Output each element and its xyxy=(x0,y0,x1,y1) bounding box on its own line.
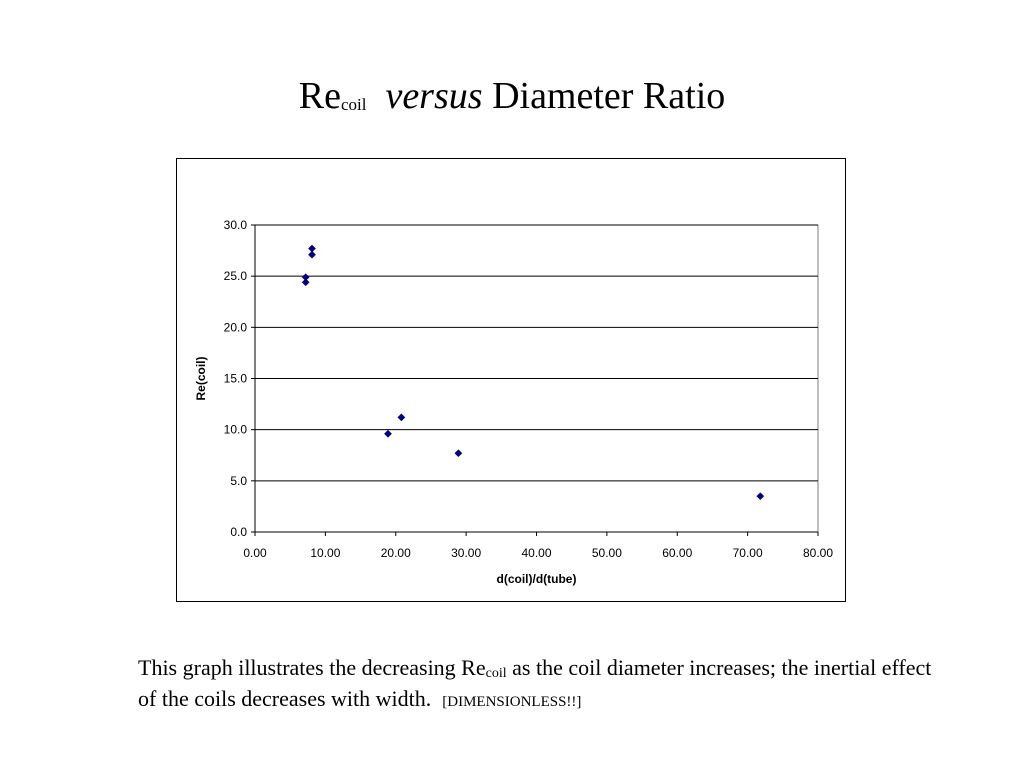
y-axis-title: Re(coil) xyxy=(194,356,208,400)
title-re: Re xyxy=(298,75,341,117)
chart-frame: 0.0 5.0 10.0 15.0 20.0 25.0 30.0 0.00 10.00 20.00… xyxy=(176,158,846,602)
data-point xyxy=(384,429,392,438)
x-tick-label: 20.00 xyxy=(381,546,411,560)
data-point xyxy=(308,244,316,253)
y-tick-label: 25.0 xyxy=(224,269,248,283)
caption-part1: This graph illustrates the decreasing Re xyxy=(138,655,486,680)
title-versus: versus xyxy=(385,75,483,117)
x-tick-label: 50.00 xyxy=(592,546,622,560)
data-point xyxy=(756,492,765,501)
y-tick-label: 30.0 xyxy=(224,218,248,232)
x-tick-label: 10.00 xyxy=(310,546,340,560)
gridlines xyxy=(255,224,818,482)
caption-part2: as the coil diameter increases; the iner… xyxy=(138,655,932,711)
x-tick-label: 30.00 xyxy=(451,546,481,560)
caption: This graph illustrates the decreasing Re… xyxy=(138,652,938,718)
slide-title: Recoil versus Diameter Ratio xyxy=(0,72,1024,120)
y-tick-label: 15.0 xyxy=(224,372,248,386)
data-point xyxy=(301,278,310,287)
x-tick-label: 70.00 xyxy=(733,546,763,560)
data-point xyxy=(308,250,316,259)
caption-subscript: coil xyxy=(485,666,507,681)
data-point xyxy=(454,449,463,458)
y-tick-label: 5.0 xyxy=(230,474,247,488)
caption-note: [DIMENSIONLESS!!] xyxy=(442,694,582,710)
data-point xyxy=(397,413,406,422)
x-axis-title: d(coil)/d(tube) xyxy=(497,572,577,586)
x-tick-label: 0.00 xyxy=(243,546,267,560)
data-point xyxy=(301,273,310,282)
title-subscript: coil xyxy=(340,95,367,114)
data-points xyxy=(301,244,765,501)
y-tick-label: 0.0 xyxy=(230,525,247,539)
y-tick-label: 20.0 xyxy=(224,320,248,334)
axes xyxy=(251,224,819,536)
scatter-chart: 0.0 5.0 10.0 15.0 20.0 25.0 30.0 0.00 10.00 20.00… xyxy=(194,218,834,586)
x-tick-label: 60.00 xyxy=(662,546,692,560)
title-rest: Diameter Ratio xyxy=(492,75,726,117)
x-tick-label: 80.00 xyxy=(803,546,833,560)
tick-labels: 0.0 5.0 10.0 15.0 20.0 25.0 30.0 0.00 10.00 20.00… xyxy=(224,218,834,560)
x-tick-label: 40.00 xyxy=(521,546,551,560)
y-tick-label: 10.0 xyxy=(224,423,248,437)
